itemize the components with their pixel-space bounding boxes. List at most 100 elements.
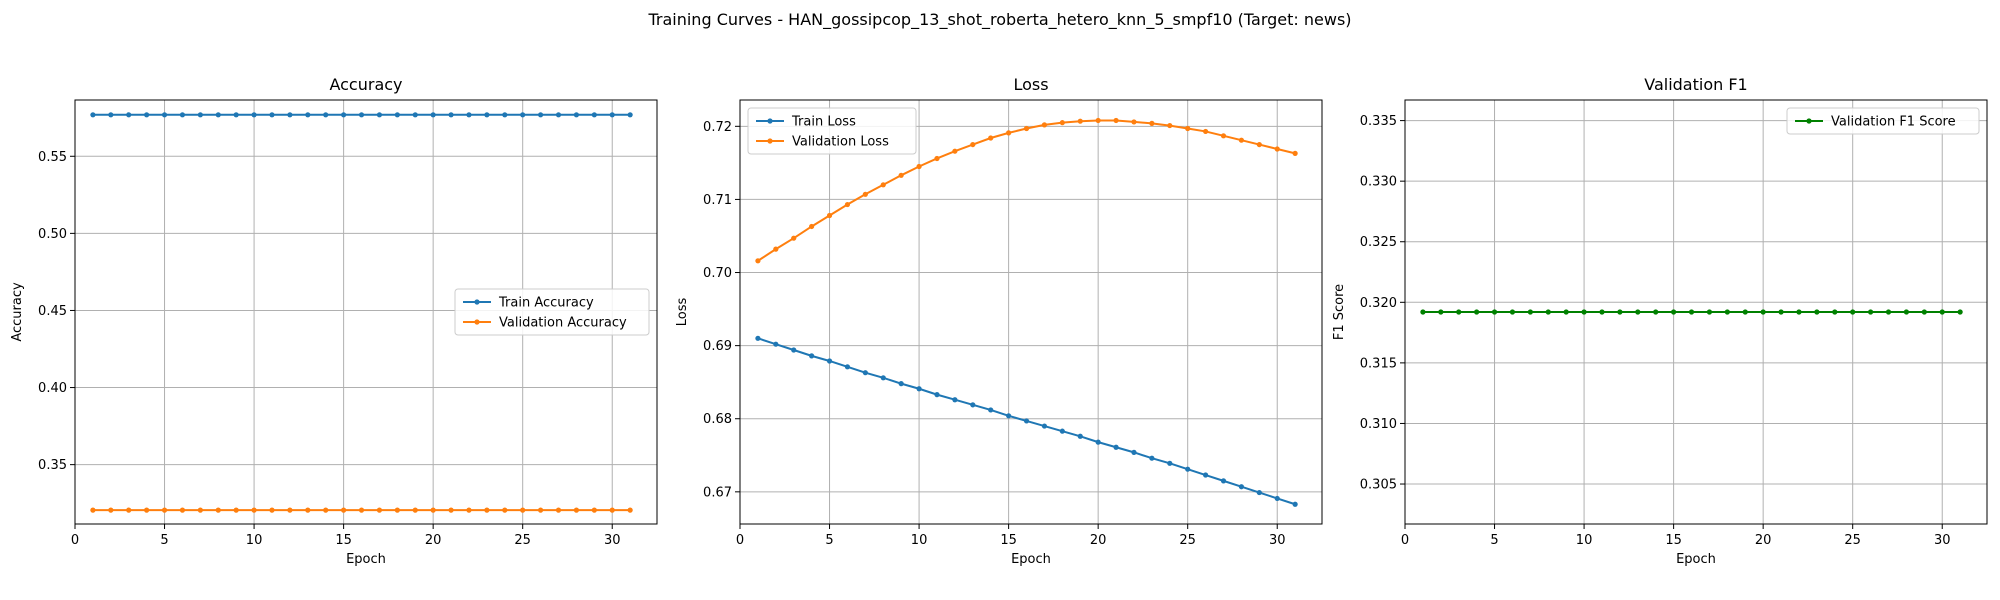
- x-tick-label: 30: [1934, 533, 1951, 548]
- data-point: [448, 507, 454, 513]
- data-point: [1671, 309, 1677, 315]
- data-point: [341, 112, 347, 118]
- y-tick-label: 0.315: [1360, 356, 1397, 371]
- data-point: [179, 112, 186, 118]
- data-point: [1023, 418, 1030, 424]
- data-point: [1238, 137, 1245, 143]
- data-point: [430, 112, 436, 118]
- data-point: [555, 507, 562, 513]
- chart-panel-3: 0 5 10 15 20 25 30 0.305 0.310 0.315 0.320 0.325 0.3…: [1332, 75, 1988, 567]
- chart-title: Loss: [1013, 75, 1048, 94]
- data-point: [287, 507, 293, 513]
- data-point: [1653, 309, 1659, 315]
- data-point: [844, 364, 851, 370]
- data-point: [1868, 309, 1874, 315]
- series-1: [1420, 309, 1963, 315]
- data-point: [1274, 495, 1280, 502]
- data-point: [215, 112, 221, 118]
- x-axis-label: Epoch: [346, 552, 386, 567]
- data-point: [215, 507, 221, 513]
- x-tick-label: 25: [1844, 533, 1861, 548]
- data-point: [233, 112, 239, 118]
- x-tick-label: 25: [514, 533, 531, 548]
- x-axis-label: Epoch: [1011, 552, 1051, 567]
- data-point: [1706, 309, 1713, 315]
- x-tick-label: 20: [1755, 533, 1772, 548]
- y-axis-label: Loss: [675, 298, 690, 327]
- legend-entry: Train Loss: [791, 115, 856, 130]
- data-point: [1167, 122, 1173, 129]
- data-point: [376, 507, 383, 513]
- data-point: [430, 507, 436, 513]
- data-point: [1203, 472, 1209, 478]
- data-point: [323, 507, 329, 513]
- data-point: [1903, 309, 1910, 315]
- data-point: [341, 507, 347, 513]
- data-point: [898, 381, 904, 387]
- data-point: [1059, 120, 1065, 126]
- data-point: [90, 112, 96, 118]
- data-point: [1113, 444, 1119, 450]
- legend-box: [454, 288, 650, 336]
- data-point: [591, 507, 597, 513]
- data-point: [1274, 146, 1280, 152]
- data-point: [1438, 309, 1444, 315]
- y-tick-label: 0.55: [38, 150, 67, 165]
- data-point: [1563, 309, 1569, 315]
- data-point: [591, 112, 597, 118]
- data-point: [1006, 130, 1012, 136]
- data-point: [627, 507, 633, 513]
- data-point: [791, 347, 797, 353]
- y-axis-label: Accuracy: [10, 282, 25, 342]
- data-point: [484, 507, 490, 513]
- legend: Train Loss Validation Loss: [747, 107, 917, 155]
- y-tick-label: 0.69: [703, 339, 732, 354]
- data-point: [1131, 449, 1137, 455]
- data-point: [1203, 128, 1209, 135]
- data-point: [197, 112, 203, 118]
- y-tick-label: 0.325: [1360, 235, 1397, 250]
- data-point: [1077, 433, 1083, 439]
- x-tick-label: 5: [825, 533, 833, 548]
- data-point: [179, 507, 186, 513]
- data-point: [1149, 120, 1155, 126]
- data-point: [126, 507, 132, 513]
- data-point: [826, 212, 833, 219]
- data-point: [161, 112, 168, 118]
- x-tick-label: 5: [1490, 533, 1498, 548]
- data-point: [916, 163, 922, 170]
- data-point: [394, 112, 400, 118]
- data-point: [502, 112, 508, 118]
- y-tick-label: 0.67: [703, 485, 732, 500]
- data-point: [1850, 309, 1856, 315]
- x-tick-label: 30: [1269, 533, 1286, 548]
- data-point: [1420, 309, 1426, 315]
- data-point: [755, 258, 761, 264]
- data-point: [305, 112, 311, 118]
- data-point: [1474, 309, 1480, 315]
- y-tick-label: 0.330: [1360, 175, 1397, 190]
- x-tick-label: 20: [1090, 533, 1107, 548]
- data-point: [970, 141, 976, 148]
- data-point: [1509, 309, 1516, 315]
- data-point: [916, 386, 922, 392]
- data-point: [376, 112, 383, 118]
- x-tick-label: 30: [604, 533, 621, 548]
- legend-box: [747, 107, 917, 155]
- data-point: [126, 112, 132, 118]
- data-point: [609, 507, 615, 513]
- data-point: [934, 392, 940, 398]
- x-tick-label: 10: [911, 533, 928, 548]
- legend: Train Accuracy Validation Accuracy: [454, 288, 650, 336]
- data-point: [394, 507, 400, 513]
- x-tick-label: 10: [246, 533, 263, 548]
- data-point: [1077, 118, 1083, 124]
- y-tick-label: 0.35: [38, 458, 67, 473]
- data-point: [1041, 122, 1048, 128]
- x-tick-label: 15: [335, 533, 352, 548]
- data-point: [898, 172, 904, 178]
- data-point: [1095, 117, 1101, 124]
- data-point: [538, 112, 544, 118]
- data-point: [809, 223, 815, 230]
- y-tick-label: 0.68: [703, 412, 732, 427]
